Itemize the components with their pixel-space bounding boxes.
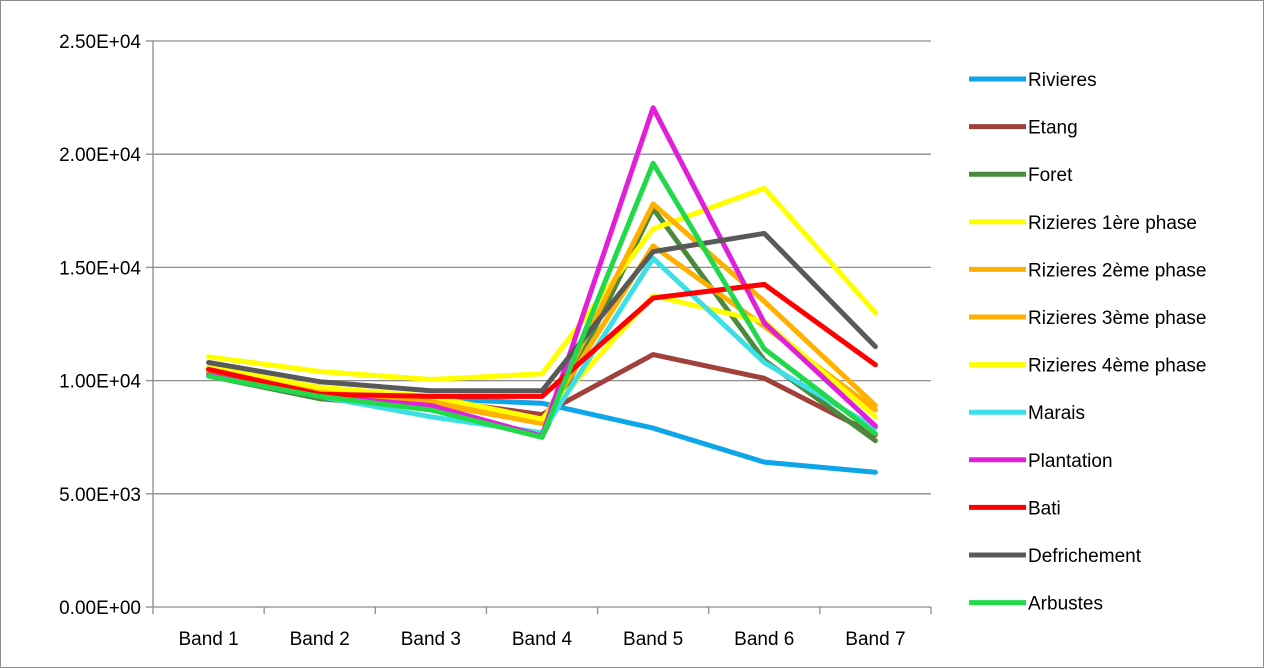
legend-label: Rizieres 4ème phase (1028, 356, 1206, 377)
x-tick-label: Band 1 (178, 629, 238, 650)
legend-label: Plantation (1028, 451, 1113, 472)
legend-label: Foret (1028, 165, 1073, 186)
series-line-7 (206, 255, 878, 436)
y-tick-label: 0.00E+00 (59, 598, 141, 619)
y-axis-tick-labels: 0.00E+00 5.00E+03 1.00E+04 1.50E+04 2.00E+04… (59, 32, 141, 619)
x-tick-label: Band 7 (845, 629, 905, 650)
legend-label: Marais (1028, 403, 1085, 424)
legend: Rivieres Etang Foret Rizieres 1ère phase Riz… (969, 70, 1206, 615)
x-axis-tick-labels: Band 1 Band 2 Band 3 Band 4 Band 5 Band 6 Band… (178, 629, 905, 650)
axes (146, 40, 932, 614)
series-line-11 (206, 160, 878, 440)
legend-label: Defrichement (1028, 546, 1142, 567)
series-line-10 (206, 230, 878, 394)
legend-label: Etang (1028, 118, 1078, 139)
legend-label: Rizieres 1ère phase (1028, 213, 1197, 234)
y-tick-label: 1.50E+04 (59, 258, 141, 279)
y-tick-label: 2.00E+04 (59, 145, 141, 166)
legend-label: Bati (1028, 498, 1061, 519)
x-tick-label: Band 3 (401, 629, 461, 650)
y-tick-label: 5.00E+03 (59, 485, 141, 506)
y-tick-label: 1.00E+04 (59, 372, 141, 393)
x-tick-label: Band 6 (734, 629, 794, 650)
legend-label: Rizieres 3ème phase (1028, 308, 1206, 329)
legend-label: Rivieres (1028, 70, 1097, 91)
x-tick-label: Band 5 (623, 629, 683, 650)
series-line-3 (206, 185, 878, 382)
legend-label: Rizieres 2ème phase (1028, 260, 1206, 281)
legend-label: Arbustes (1028, 594, 1103, 615)
y-tick-label: 2.50E+04 (59, 32, 141, 53)
series-lines (206, 105, 878, 475)
x-tick-label: Band 2 (290, 629, 350, 650)
x-tick-label: Band 4 (512, 629, 573, 650)
